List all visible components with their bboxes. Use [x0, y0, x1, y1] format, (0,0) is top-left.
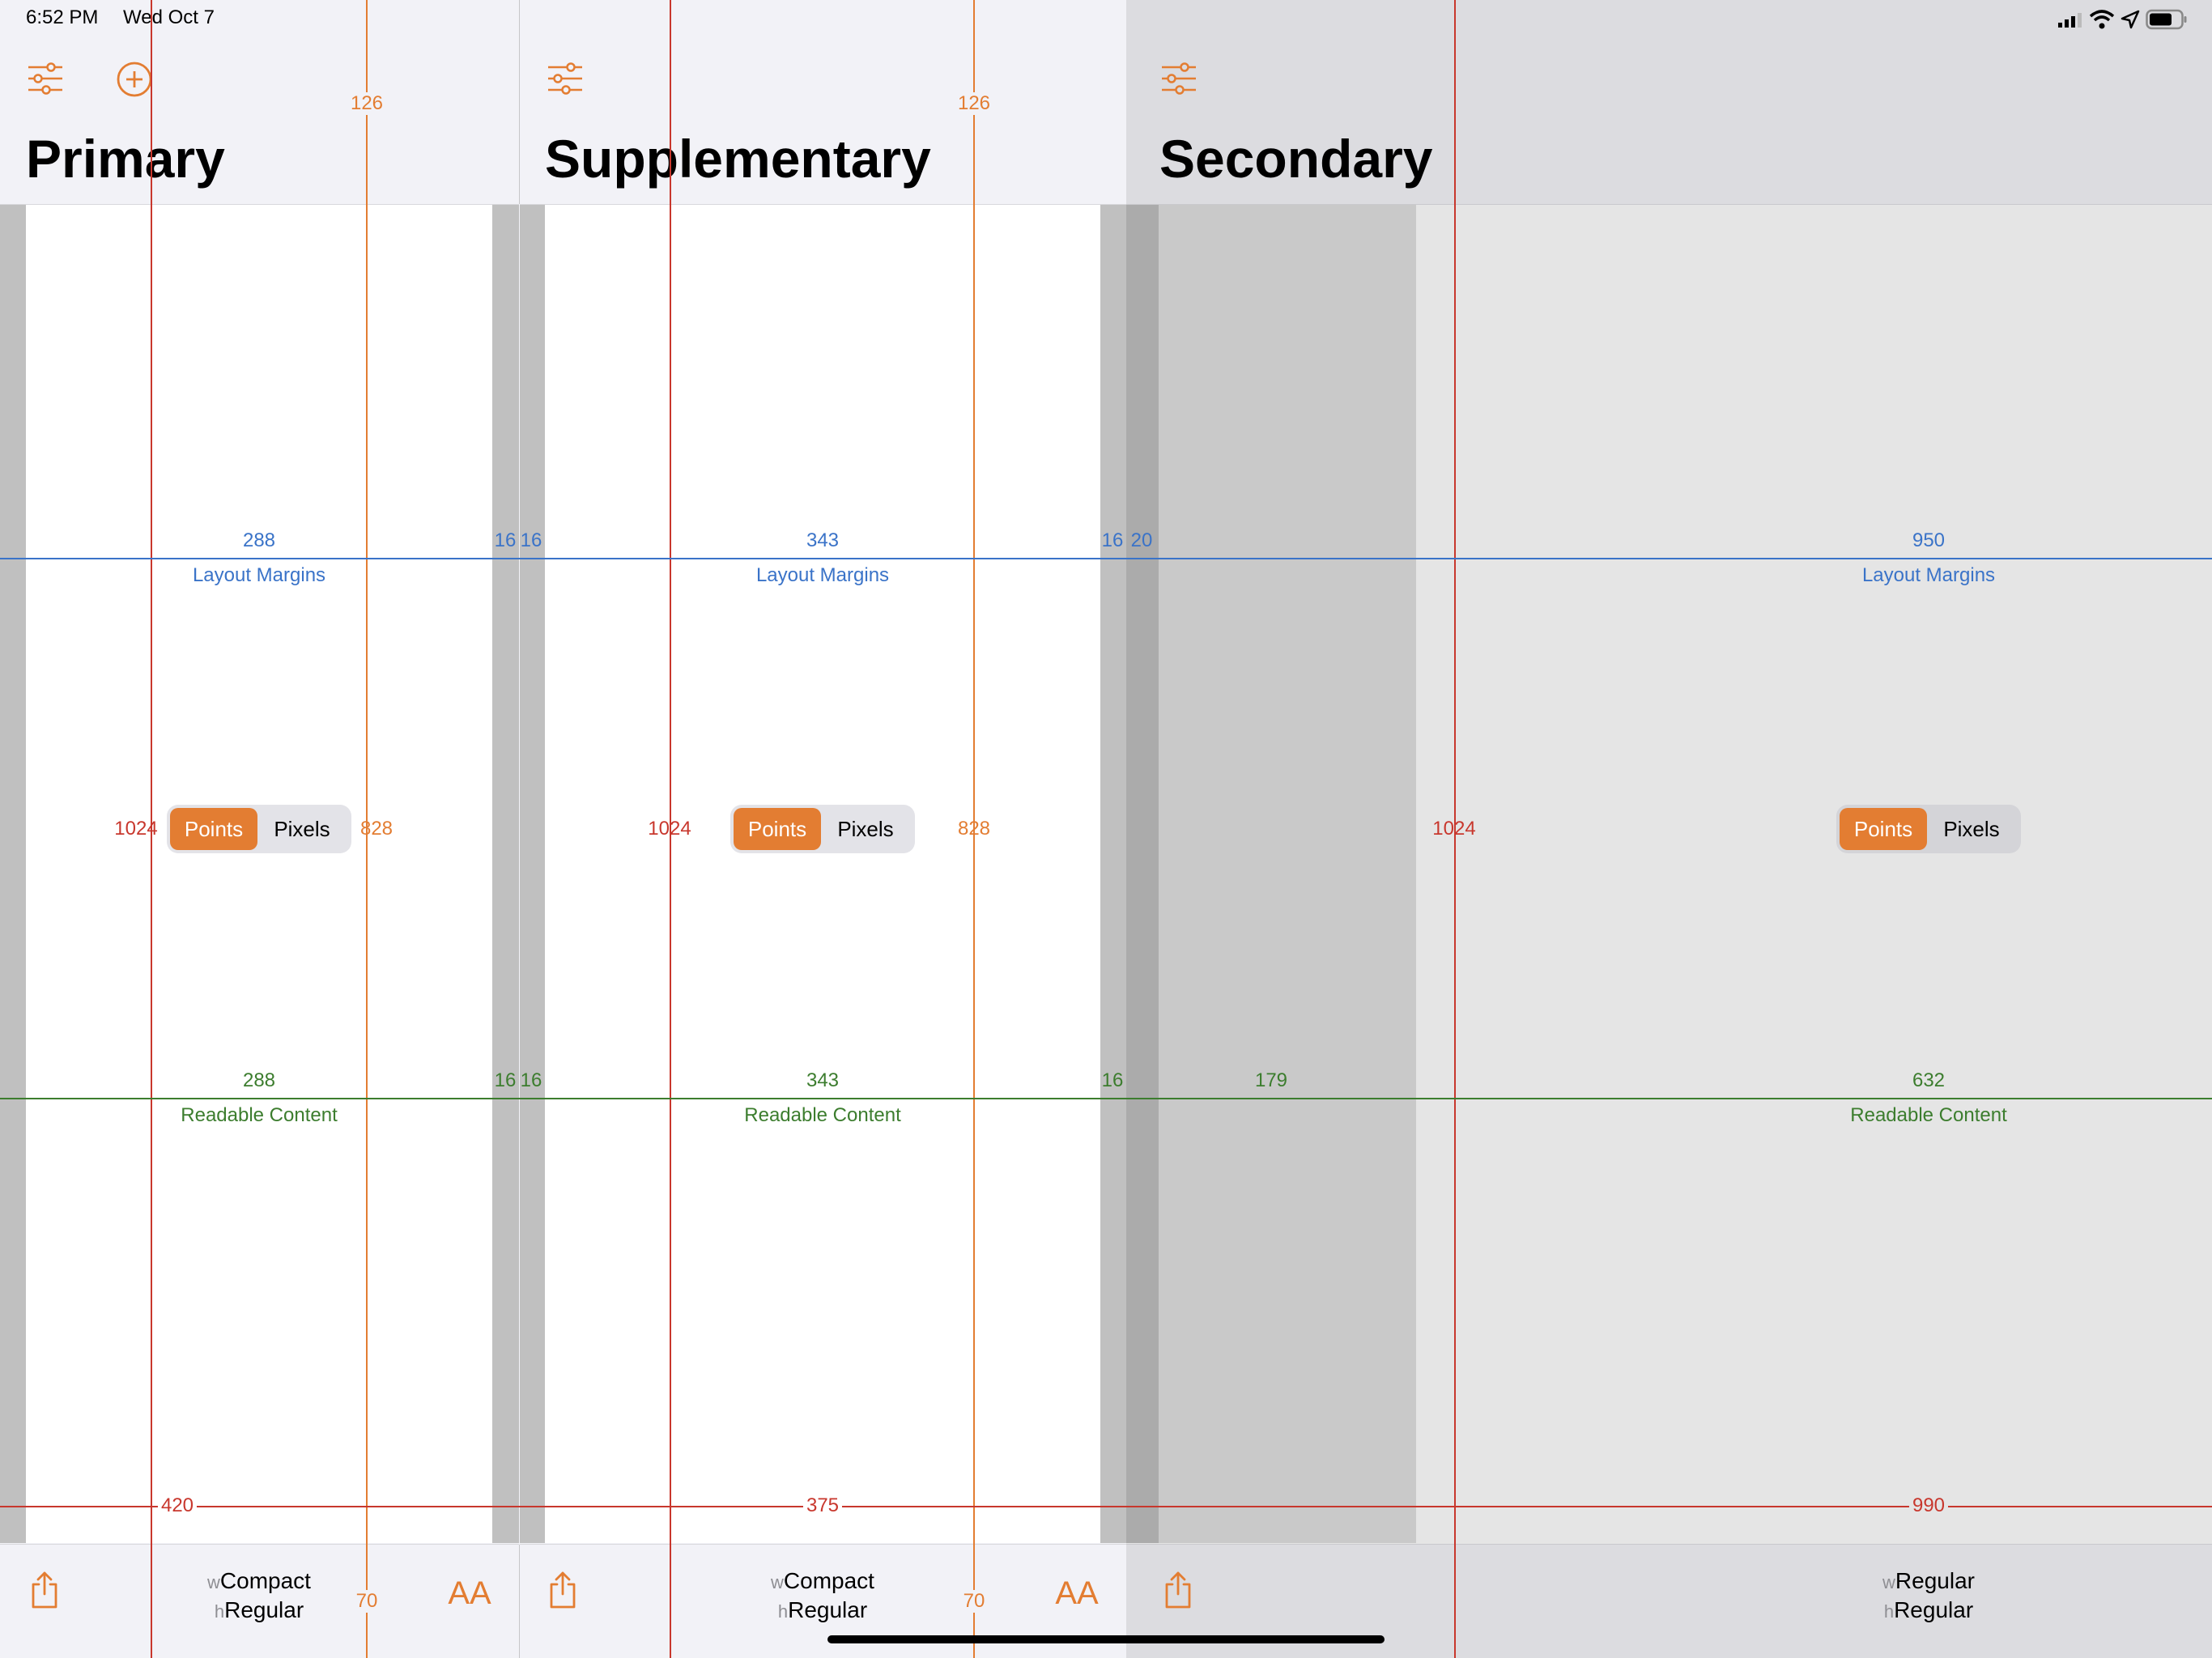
pixels-segment[interactable]: Pixels [1943, 816, 2000, 841]
secondary-height-line [1454, 0, 1456, 1658]
text-size-icon[interactable]: AA [448, 1575, 491, 1611]
location-arrow-icon [2120, 8, 2141, 31]
battery-icon [2146, 8, 2188, 31]
supplementary-height-pixels: 828 [957, 818, 991, 840]
share-icon[interactable] [1161, 1569, 1195, 1611]
supplementary-layout-margin-right: 16 [1101, 529, 1124, 551]
home-indicator [827, 1635, 1385, 1643]
supplementary-column-width: 375 [802, 1494, 843, 1517]
sliders-icon[interactable] [546, 60, 585, 97]
primary-column-width: 420 [157, 1494, 198, 1517]
supplementary-layout-margin-left: 16 [520, 529, 542, 551]
primary-content-area [26, 204, 492, 1543]
pixels-segment[interactable]: Pixels [274, 816, 330, 841]
primary-readable-content-label: Readable Content [181, 1104, 338, 1126]
primary-height-line [151, 0, 152, 1658]
supplementary-height-points: 1024 [648, 818, 691, 840]
supplementary-readable-margin-left: 16 [520, 1069, 542, 1091]
secondary-readable-content-label: Readable Content [1850, 1104, 2007, 1126]
supplementary-title: Supplementary [545, 129, 931, 189]
pixels-segment[interactable]: Pixels [837, 816, 894, 841]
supplementary-readable-content-label: Readable Content [744, 1104, 901, 1126]
sliders-icon[interactable] [1159, 60, 1198, 97]
status-date: Wed Oct 7 [123, 6, 215, 28]
sliders-icon[interactable] [26, 60, 65, 97]
layout-margins-line [0, 558, 2212, 559]
secondary-layout-width: 950 [1912, 529, 1946, 551]
supplementary-nav-bar [520, 0, 1126, 205]
points-segment[interactable]: Points [170, 808, 257, 850]
points-segment[interactable]: Points [1840, 808, 1927, 850]
secondary-units-segmented-control[interactable]: Points Pixels [1836, 805, 2021, 853]
secondary-size-class: wRegular hRegular [1882, 1568, 1975, 1622]
primary-toolbar [0, 1544, 519, 1658]
supplementary-toolbar-height: 70 [959, 1590, 989, 1613]
cellular-signal-icon [2057, 10, 2086, 29]
status-time: 6:52 PM [26, 6, 99, 28]
primary-nav-height: 126 [347, 92, 387, 115]
primary-pixel-height-line [366, 0, 368, 1658]
column-width-line [0, 1506, 2212, 1507]
supplementary-height-line [670, 0, 671, 1658]
supplementary-readable-margin-right: 16 [1101, 1069, 1124, 1091]
primary-layout-margin-right: 16 [494, 529, 517, 551]
primary-nav-bar [0, 0, 519, 205]
primary-layout-width: 288 [242, 529, 276, 551]
primary-layout-margins-label: Layout Margins [192, 564, 326, 586]
plus-circle-icon[interactable] [115, 60, 154, 99]
primary-height-pixels: 828 [359, 818, 393, 840]
secondary-layout-margin [1126, 204, 1159, 1543]
supplementary-size-class: wCompact hRegular [771, 1568, 874, 1622]
text-size-icon[interactable]: AA [1055, 1575, 1099, 1611]
secondary-layout-margin-left: 20 [1130, 529, 1153, 551]
supplementary-nav-height: 126 [954, 92, 994, 115]
primary-readable-margin-right: 16 [494, 1069, 517, 1091]
supplementary-readable-width: 343 [806, 1069, 840, 1091]
primary-title: Primary [26, 129, 225, 189]
secondary-layout-margins-label: Layout Margins [1861, 564, 1996, 586]
secondary-column-width: 990 [1908, 1494, 1949, 1517]
secondary-readable-margin [1159, 204, 1416, 1543]
readable-content-line [0, 1098, 2212, 1099]
secondary-nav-bar [1126, 0, 2212, 205]
secondary-readable-width: 632 [1912, 1069, 1946, 1091]
primary-height-points: 1024 [114, 818, 158, 840]
secondary-readable-margin-left: 179 [1254, 1069, 1288, 1091]
primary-size-class: wCompact hRegular [207, 1568, 311, 1622]
secondary-height-points: 1024 [1432, 818, 1476, 840]
points-segment[interactable]: Points [734, 808, 821, 850]
supplementary-content-area [545, 204, 1100, 1543]
primary-readable-width: 288 [242, 1069, 276, 1091]
share-icon[interactable] [546, 1569, 580, 1611]
supplementary-pixel-height-line [973, 0, 975, 1658]
wifi-icon [2089, 8, 2115, 31]
toolbar-separator [519, 1545, 520, 1658]
primary-toolbar-height: 70 [352, 1590, 381, 1613]
primary-units-segmented-control[interactable]: Points Pixels [167, 805, 351, 853]
secondary-title: Secondary [1159, 129, 1433, 189]
supplementary-layout-margins-label: Layout Margins [755, 564, 890, 586]
supplementary-layout-width: 343 [806, 529, 840, 551]
share-icon[interactable] [28, 1569, 62, 1611]
supplementary-units-segmented-control[interactable]: Points Pixels [730, 805, 915, 853]
nav-separator [519, 0, 520, 204]
